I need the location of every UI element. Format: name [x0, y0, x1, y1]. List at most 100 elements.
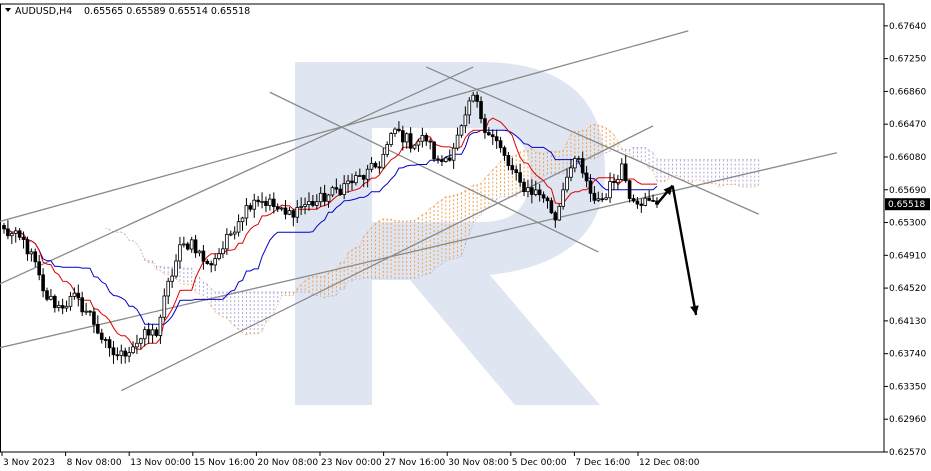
candle-body — [576, 158, 581, 160]
span-a-segment — [476, 182, 482, 186]
span-b-segment — [468, 222, 474, 235]
candle-body — [107, 339, 112, 349]
candle-body — [471, 94, 475, 102]
candle-body — [271, 198, 276, 208]
candle — [154, 327, 159, 338]
arrow-head-up — [663, 185, 673, 196]
candle — [205, 258, 210, 265]
candle — [455, 127, 460, 151]
x-tick-label: 12 Dec 08:00 — [639, 458, 700, 468]
candle-body — [533, 189, 538, 195]
candlesticks — [2, 91, 659, 364]
span-b-segment — [457, 255, 462, 259]
trendline — [426, 66, 759, 215]
span-a-segment — [222, 316, 227, 319]
span-b-segment — [543, 173, 548, 177]
span-a-segment — [629, 153, 634, 159]
candle-body — [17, 230, 22, 238]
candle-body — [432, 141, 436, 160]
span-a-segment — [469, 184, 474, 190]
span-b-segment — [332, 294, 337, 297]
x-tick-label: 20 Nov 08:00 — [257, 458, 318, 468]
candle-body — [608, 181, 612, 199]
y-tick-label: 0.66470 — [889, 120, 926, 130]
candle — [123, 347, 128, 364]
candle — [139, 337, 143, 350]
trendlines — [0, 30, 837, 392]
candle — [479, 96, 483, 124]
x-tick-label: 3 Nov 2023 — [3, 458, 55, 468]
span-a-segment — [363, 231, 368, 237]
candle — [60, 298, 65, 315]
candle-body — [72, 292, 77, 297]
candle — [498, 136, 503, 153]
candle — [369, 157, 374, 173]
candle-body — [303, 204, 307, 207]
span-a-segment — [195, 292, 200, 294]
candle — [314, 194, 319, 210]
candle — [416, 138, 421, 152]
candle — [209, 260, 214, 273]
candle-body — [142, 329, 147, 340]
span-a-segment — [578, 129, 583, 132]
candle — [103, 337, 108, 349]
candle — [526, 179, 530, 198]
span-a-segment — [735, 183, 740, 187]
candle — [623, 155, 628, 183]
arrow-head-down — [690, 305, 699, 315]
candle — [592, 186, 597, 204]
candle-body — [264, 200, 268, 206]
ohlc-values: 0.65565 0.65589 0.65514 0.65518 — [84, 6, 250, 17]
x-tick-label: 15 Nov 16:00 — [194, 458, 255, 468]
candle-body — [178, 244, 182, 262]
candle — [487, 127, 491, 136]
candle — [21, 231, 26, 249]
chevron-down-icon[interactable] — [5, 8, 11, 12]
candle-body — [139, 338, 143, 344]
span-a-segment — [292, 288, 298, 296]
candle — [72, 287, 77, 300]
candle-body — [440, 159, 444, 162]
span-b-segment — [566, 161, 572, 167]
span-a-segment — [699, 179, 705, 183]
candle-body — [389, 133, 393, 145]
candle — [37, 254, 41, 281]
candle — [377, 161, 382, 174]
candle-body — [639, 203, 644, 206]
candle-body — [549, 200, 554, 214]
candle-body — [365, 168, 370, 180]
span-b-segment — [476, 214, 482, 219]
candle-body — [197, 250, 202, 254]
span-a-segment — [602, 125, 607, 129]
candle-body — [150, 329, 155, 336]
candle-body — [41, 274, 45, 292]
candle-body — [326, 194, 331, 202]
span-a-segment — [617, 141, 623, 149]
candle — [326, 193, 331, 208]
candle-body — [416, 140, 421, 146]
y-tick-label: 0.67640 — [889, 22, 926, 32]
span-a-segment — [496, 160, 501, 167]
candle-body — [592, 192, 597, 201]
candle — [299, 197, 303, 216]
span-b-segment — [324, 295, 329, 299]
y-tick-label: 0.65300 — [889, 219, 926, 229]
span-b-segment — [433, 265, 439, 270]
span-b-segment — [472, 217, 478, 223]
candle — [580, 151, 585, 178]
span-a-segment — [351, 247, 357, 251]
candle-body — [29, 251, 34, 255]
candle-body — [342, 183, 346, 196]
trendline — [0, 152, 837, 349]
candle — [76, 284, 81, 307]
candle-body — [25, 239, 30, 255]
candle — [64, 300, 69, 312]
candle-body — [596, 198, 601, 201]
candle-body — [322, 192, 327, 202]
candle-body — [162, 295, 167, 318]
candle-body — [232, 231, 237, 235]
candle-body — [56, 305, 61, 308]
candle — [92, 307, 96, 334]
y-tick-label: 0.64910 — [889, 251, 926, 261]
